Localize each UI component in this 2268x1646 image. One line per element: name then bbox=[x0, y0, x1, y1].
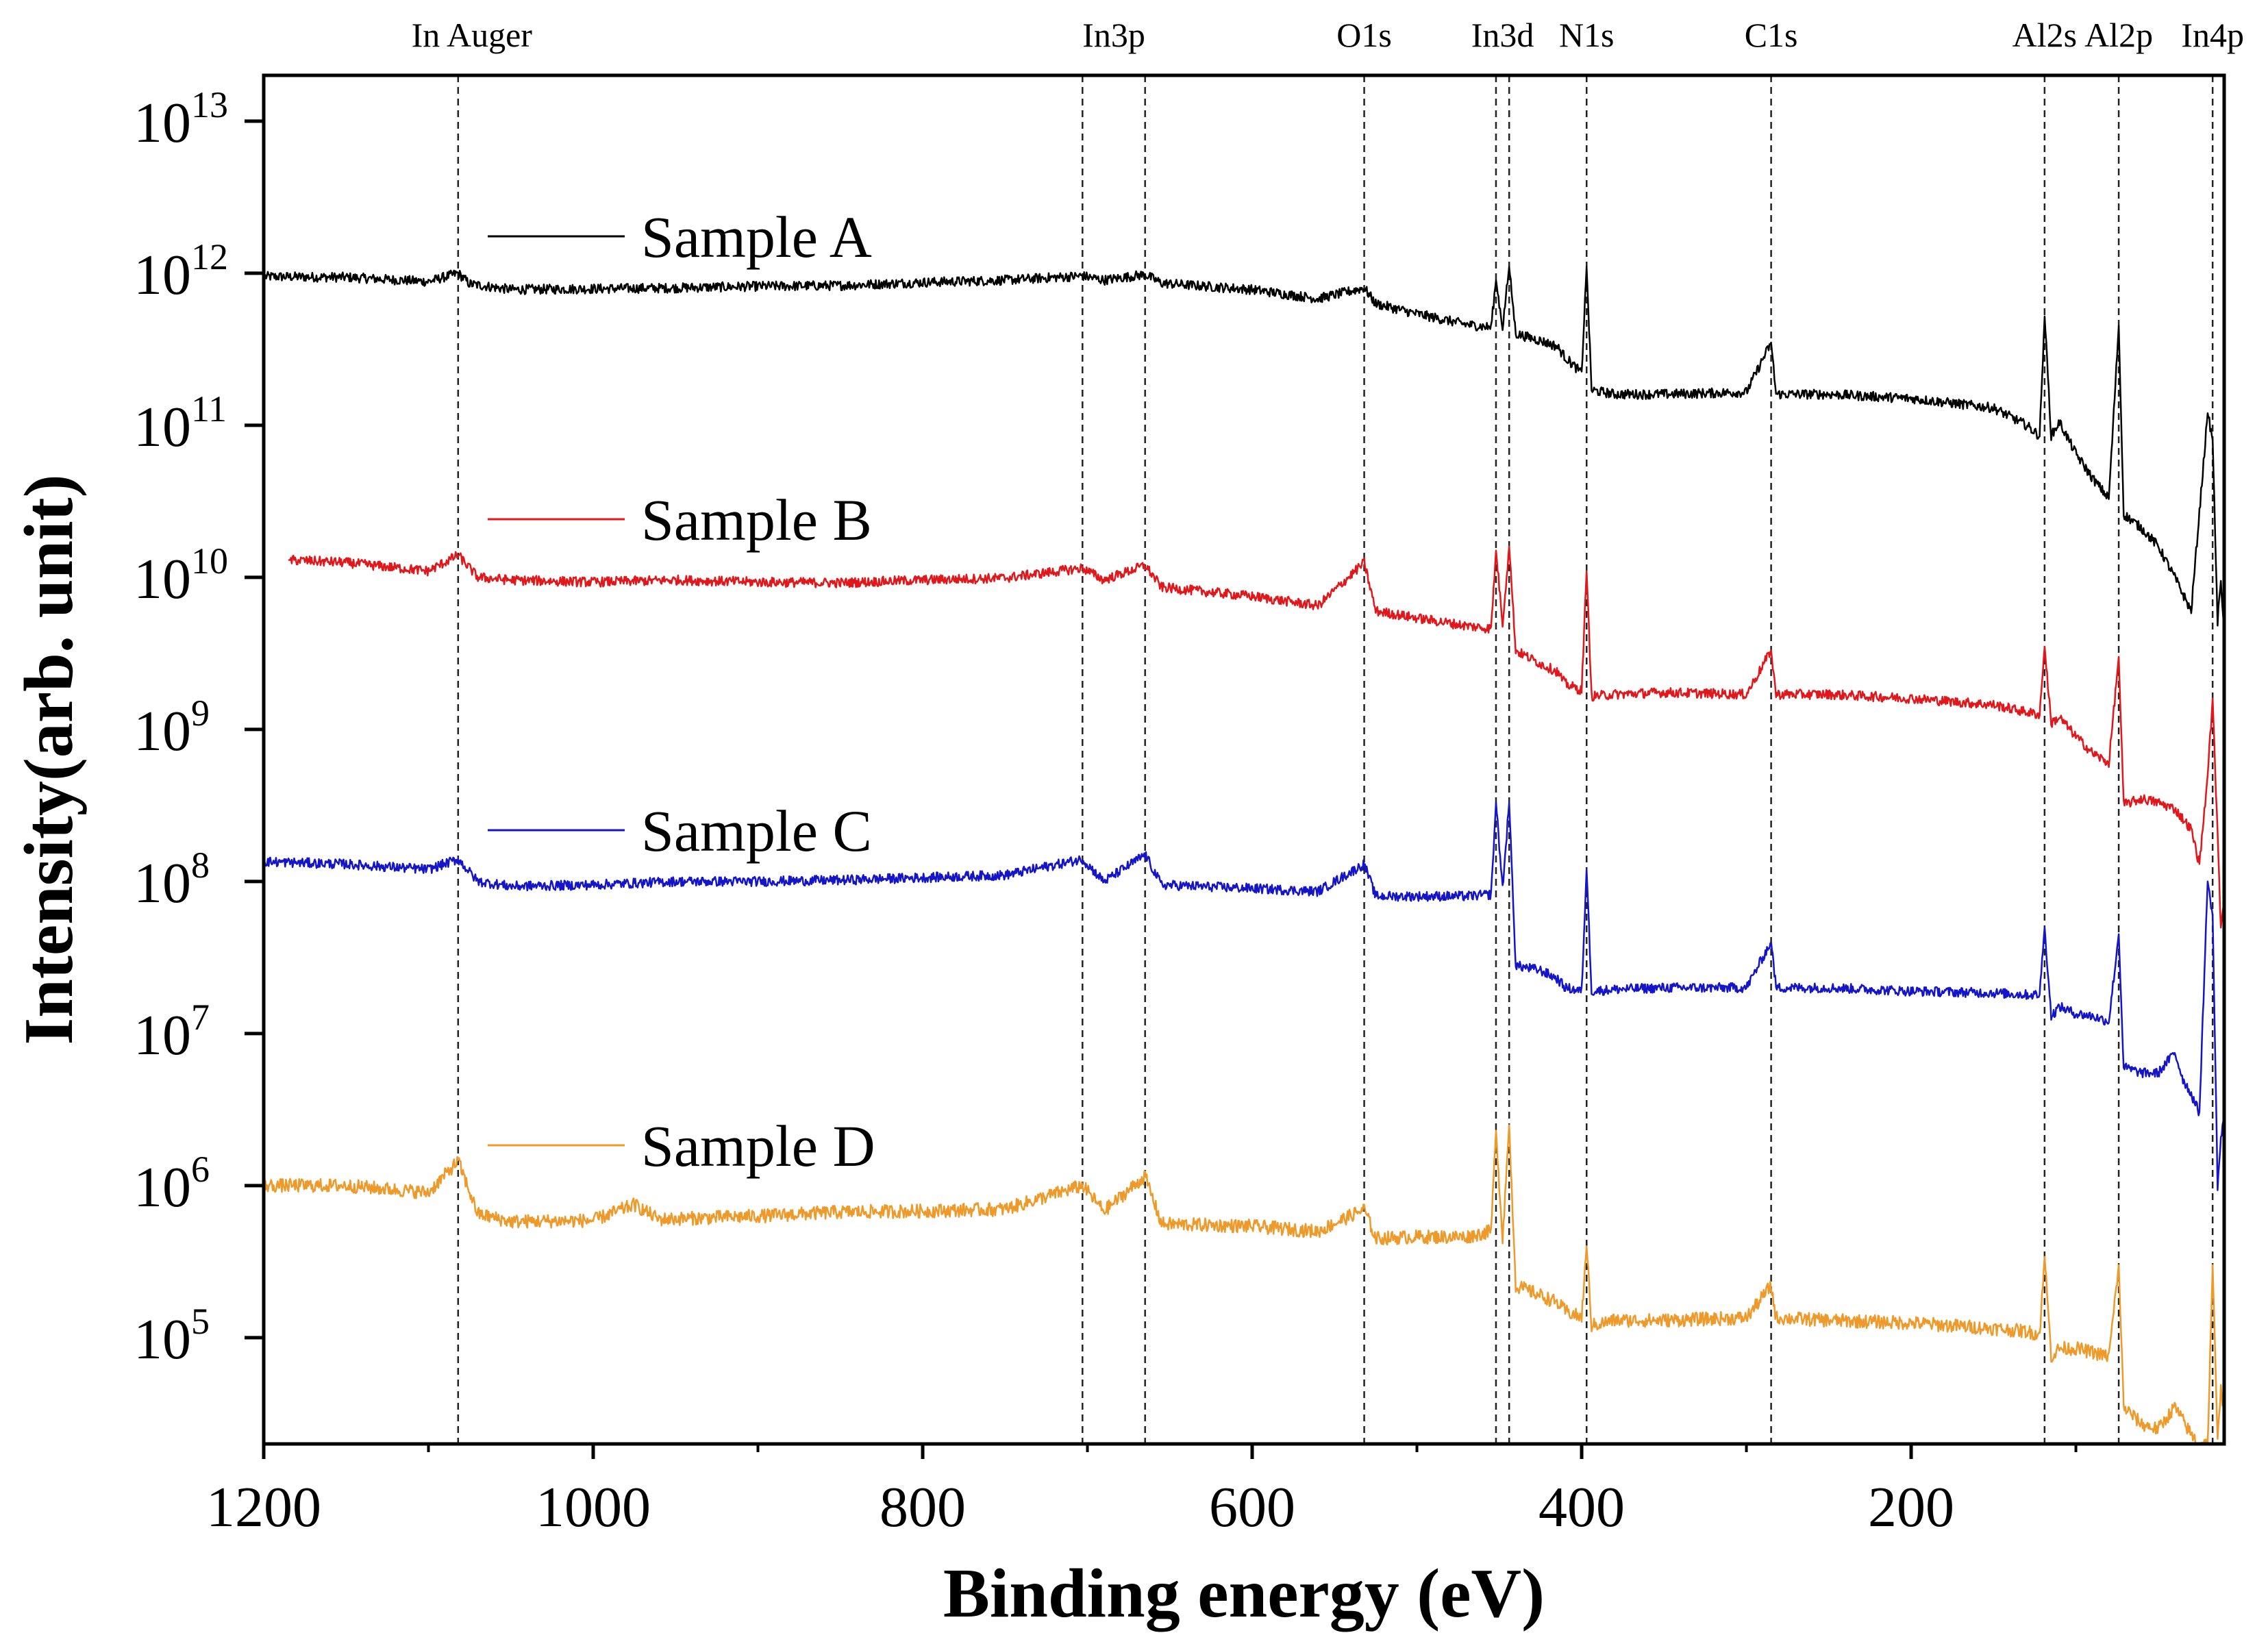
y-axis-title: Intensity(arb. unit) bbox=[10, 474, 88, 1045]
legend: Sample A Sample B Sample C Sample D bbox=[488, 204, 875, 1179]
legend-label: Sample B bbox=[641, 487, 872, 553]
x-axis: 1200 1000 800 600 400 200 bbox=[206, 1444, 2078, 1539]
y-axis: 105 106 107 108 109 1010 1011 1012 1013 bbox=[134, 84, 264, 1371]
series-line-sample-d bbox=[263, 1124, 2226, 1445]
y-tick-label: 1012 bbox=[134, 236, 228, 307]
peak-label: In3p bbox=[1082, 16, 1145, 54]
x-tick-label: 200 bbox=[1868, 1475, 1954, 1539]
x-axis-title: Binding energy (eV) bbox=[943, 1555, 1545, 1632]
peak-label: O1s bbox=[1336, 16, 1392, 54]
peak-marker-group bbox=[457, 75, 2214, 1444]
y-tick-label: 109 bbox=[134, 693, 210, 763]
y-tick-label: 106 bbox=[134, 1149, 210, 1219]
plot-frame bbox=[262, 73, 2226, 1446]
x-tick-label: 1200 bbox=[206, 1475, 321, 1539]
peak-label: Al2p bbox=[2084, 16, 2153, 54]
peak-label: In4p bbox=[2181, 16, 2244, 54]
peak-label: In3d bbox=[1471, 16, 1534, 54]
x-tick-label: 1000 bbox=[536, 1475, 651, 1539]
peak-label: Al2s bbox=[2012, 16, 2077, 54]
x-tick-label: 600 bbox=[1209, 1475, 1295, 1539]
x-tick-label: 400 bbox=[1538, 1475, 1625, 1539]
legend-label: Sample A bbox=[641, 204, 872, 270]
y-tick-label: 1010 bbox=[134, 540, 228, 611]
y-tick-label: 1011 bbox=[134, 388, 227, 459]
y-tick-label: 1013 bbox=[134, 84, 228, 155]
series-line-sample-c bbox=[263, 801, 2226, 1191]
x-tick-label: 800 bbox=[880, 1475, 966, 1539]
series-group bbox=[263, 266, 2226, 1445]
series-line-sample-a bbox=[263, 266, 2226, 634]
series-line-sample-b bbox=[288, 545, 2226, 929]
y-tick-label: 108 bbox=[134, 845, 210, 915]
peak-label: C1s bbox=[1745, 16, 1798, 54]
peak-label: N1s bbox=[1559, 16, 1615, 54]
peak-label: In Auger bbox=[412, 16, 533, 54]
y-tick-label: 105 bbox=[134, 1301, 210, 1371]
legend-label: Sample D bbox=[641, 1113, 875, 1179]
y-tick-label: 107 bbox=[134, 997, 210, 1067]
legend-label: Sample C bbox=[641, 798, 872, 864]
